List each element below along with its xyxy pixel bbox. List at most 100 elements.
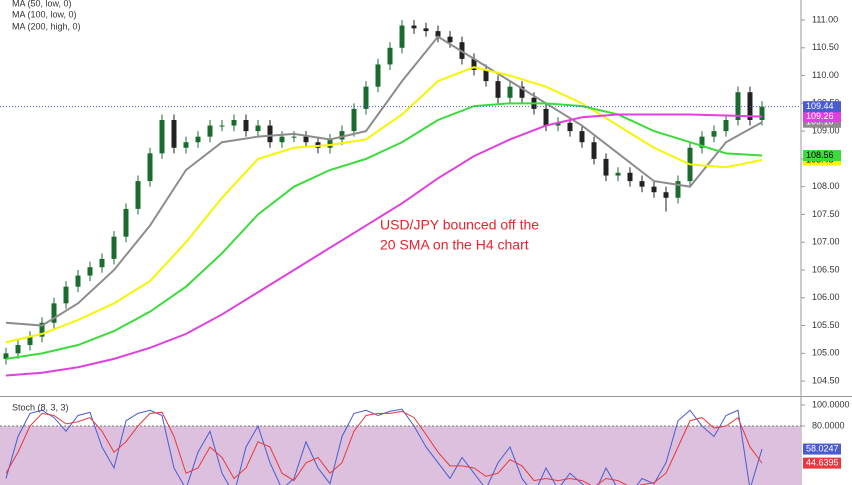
candle-body (135, 181, 141, 209)
stoch-title: Stoch (8, 3, 3) (12, 402, 69, 412)
y-tick-label: 104.50 (812, 375, 840, 385)
candle-body (735, 92, 741, 120)
price-tag-label: 109.44 (806, 101, 834, 111)
candle-body (15, 345, 21, 354)
candle-body (159, 120, 165, 154)
price-tag (803, 111, 841, 123)
y-tick-label: 107.50 (812, 209, 840, 219)
candle-body (555, 122, 561, 126)
price-tag (803, 116, 841, 128)
moving-average (5, 102, 763, 360)
y-tick-label: 106.00 (812, 292, 840, 302)
candle-body (603, 158, 609, 176)
candle-body (291, 136, 297, 138)
candle-body (483, 70, 489, 82)
price-tag (803, 457, 841, 469)
candle-body (447, 36, 453, 43)
candle-body (591, 142, 597, 159)
candle-body (651, 186, 657, 193)
candle-body (495, 81, 501, 98)
annotation: USD/JPY bounced off the (380, 217, 539, 233)
candle-body (219, 125, 225, 127)
stoch-panel (0, 408, 801, 485)
candle-body (267, 125, 273, 143)
price-tag-label: 109.26 (806, 111, 834, 121)
candle-body (351, 108, 357, 132)
candle-body (567, 122, 573, 132)
y-tick-label: 105.50 (812, 320, 840, 330)
candle-body (375, 64, 381, 87)
candle-body (123, 208, 129, 237)
candle-body (423, 28, 429, 32)
price-tag (803, 101, 841, 113)
y-tick-label: 105.00 (812, 348, 840, 358)
y-tick-label: 111.00 (812, 14, 838, 24)
price-tag-label: 58.0247 (806, 443, 839, 453)
candle-body (399, 25, 405, 48)
y-tick-label: 100.0000 (812, 399, 850, 409)
candle-body (39, 322, 45, 337)
candle-body (171, 120, 177, 148)
candle-body (111, 236, 117, 259)
candle-body (147, 153, 153, 182)
price-tag-label: 44.6395 (806, 457, 839, 467)
candle-body (411, 25, 417, 29)
candle-body (183, 142, 189, 148)
candle-body (195, 136, 201, 143)
legend-entry: MA (100, low, 0) (12, 9, 77, 19)
candle-body (279, 136, 285, 143)
axes: 104.50 105.00 105.50 106.00 106.50 107.00 107.… (801, 14, 850, 469)
candle-body (507, 86, 513, 98)
candle-body (207, 125, 213, 137)
y-tick-label: 106.50 (812, 264, 840, 274)
price-panel (0, 20, 801, 377)
candle-body (615, 172, 621, 176)
candle-body (51, 303, 57, 323)
candle-body (759, 106, 765, 120)
candle-body (723, 120, 729, 132)
candle-body (627, 172, 633, 182)
candle-body (255, 125, 261, 132)
candle-body (639, 181, 645, 187)
y-tick-label: 110.50 (812, 42, 839, 52)
y-tick-label: 108.00 (812, 181, 840, 191)
candle-body (87, 267, 93, 276)
stoch-line (5, 410, 763, 485)
candle-body (363, 86, 369, 109)
candle-body (231, 120, 237, 126)
candle-body (543, 108, 549, 126)
candle-body (339, 131, 345, 140)
candle-body (75, 275, 81, 287)
candle-body (63, 286, 69, 304)
price-tag (803, 443, 841, 455)
candle-body (663, 192, 669, 198)
candle-body (747, 92, 753, 120)
y-tick-label: 109.00 (812, 125, 840, 135)
candle-body (3, 353, 9, 359)
candle-body (675, 181, 681, 198)
moving-average (5, 66, 763, 344)
candle-body (435, 31, 441, 37)
candle-body (327, 139, 333, 148)
y-tick-label: 110.00 (812, 70, 839, 80)
candle-body (471, 58, 477, 70)
moving-average (5, 35, 763, 327)
candle-body (579, 131, 585, 143)
candle-body (99, 258, 105, 268)
candle-body (519, 86, 525, 98)
price-tag-label: 108.56 (806, 150, 834, 160)
y-tick-label: 107.00 (812, 237, 840, 247)
legend-entry: MA (200, high, 0) (12, 21, 81, 31)
candle-body (303, 136, 309, 143)
candle-body (711, 131, 717, 137)
candle-body (243, 120, 249, 132)
y-tick-label: 80.0000 (812, 420, 845, 430)
moving-average (5, 113, 763, 377)
legend-entry: MA (50, low, 0) (12, 0, 72, 8)
stoch-band (0, 425, 801, 485)
price-tag (803, 150, 841, 162)
candle-body (27, 336, 33, 345)
candle-body (699, 136, 705, 148)
candle-body (387, 47, 393, 65)
